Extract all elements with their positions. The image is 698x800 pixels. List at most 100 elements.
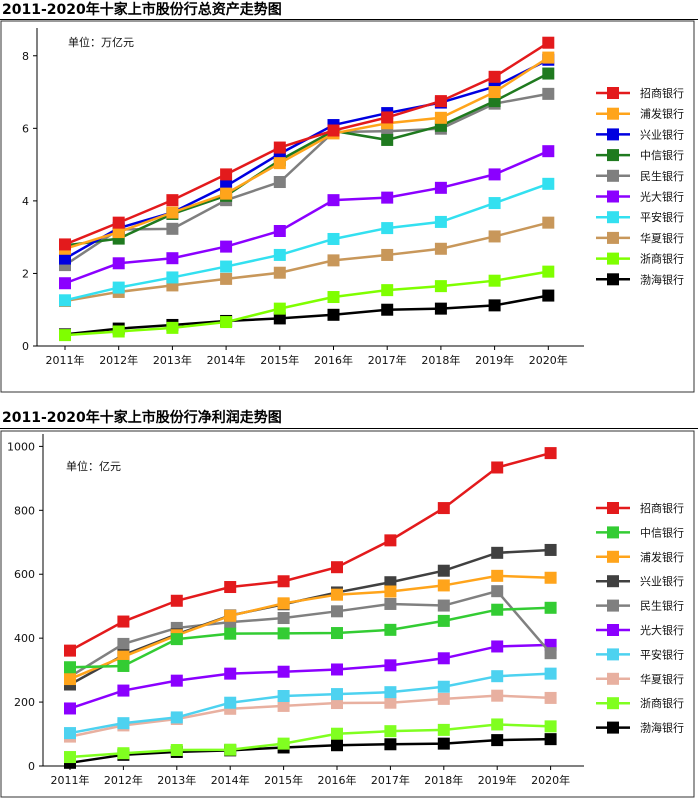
data-point: [170, 674, 183, 687]
x-tick-label: 2016年: [314, 353, 353, 367]
y-tick-label: 4: [22, 195, 29, 208]
legend-label: 光大银行: [640, 190, 684, 204]
data-point: [491, 734, 504, 747]
data-point: [381, 111, 394, 124]
legend-label: 兴业银行: [640, 127, 684, 141]
data-point: [542, 36, 555, 49]
legend-marker: [607, 624, 619, 636]
data-point: [273, 141, 286, 154]
data-point: [277, 575, 290, 588]
data-point: [488, 274, 501, 287]
legend-marker: [607, 672, 619, 685]
chart-title-net-profit: 2011-2020年十家上市股份行净利润走势图: [2, 410, 282, 426]
data-point: [434, 181, 447, 194]
data-point: [112, 325, 125, 338]
data-point: [331, 588, 343, 601]
chart-frame: [0, 20, 695, 393]
data-point: [166, 222, 179, 235]
legend-label: 浙商银行: [640, 252, 684, 266]
data-point: [224, 609, 237, 622]
x-tick-label: 2011年: [51, 773, 90, 787]
data-point: [220, 240, 233, 253]
data-point: [117, 659, 130, 672]
x-tick-label: 2014年: [207, 353, 246, 367]
legend-label: 渤海银行: [640, 721, 684, 735]
data-point: [220, 260, 233, 273]
data-point: [331, 605, 343, 618]
data-point: [544, 733, 557, 746]
x-tick-label: 2018年: [424, 773, 463, 787]
x-tick-label: 2012年: [104, 773, 143, 787]
data-point: [166, 271, 179, 284]
data-point: [384, 659, 397, 672]
data-point: [544, 691, 557, 704]
legend-marker: [607, 575, 619, 588]
data-point: [542, 51, 555, 64]
series-line: [64, 41, 549, 246]
data-point: [434, 95, 447, 108]
legend-marker: [607, 721, 619, 734]
data-point: [434, 242, 447, 255]
data-point: [224, 743, 237, 756]
data-point: [488, 95, 501, 108]
series-line: [64, 150, 549, 285]
data-point: [544, 447, 557, 460]
series-line: [64, 72, 549, 247]
data-point: [437, 723, 450, 736]
data-point: [434, 280, 447, 293]
title-divider: [0, 428, 698, 429]
legend-marker: [607, 211, 619, 224]
data-point: [491, 546, 504, 559]
series-line: [64, 56, 549, 250]
data-point: [437, 614, 450, 627]
legend-label: 招商银行: [640, 501, 684, 515]
data-point: [437, 737, 450, 750]
data-point: [331, 663, 343, 676]
data-point: [273, 157, 286, 170]
total-assets-line-chart: 0 2 4 6 8 2011年 2012年 2013年 2014年 2015年 2016年 2017年…: [0, 20, 695, 393]
data-point: [384, 725, 397, 738]
data-point: [381, 222, 394, 235]
data-point: [434, 302, 447, 315]
data-point: [59, 329, 71, 342]
data-point: [488, 168, 501, 181]
series-line: [69, 694, 551, 738]
data-point: [488, 70, 501, 83]
data-point: [491, 640, 504, 653]
legend-marker: [607, 252, 619, 265]
data-point: [277, 699, 290, 712]
legend-marker: [607, 502, 619, 514]
x-tick-label: 2020年: [529, 353, 568, 367]
data-point: [273, 176, 286, 189]
data-point: [166, 252, 179, 265]
legend-marker: [607, 526, 619, 539]
data-point: [381, 133, 394, 146]
legend-marker: [607, 273, 619, 286]
data-point: [64, 661, 76, 674]
data-point: [491, 461, 504, 474]
data-point: [491, 689, 504, 702]
data-point: [166, 206, 179, 219]
data-point: [117, 615, 130, 628]
legend-label: 民生银行: [640, 599, 684, 613]
data-point: [166, 321, 179, 334]
data-point: [327, 124, 340, 137]
legend-label: 平安银行: [640, 210, 684, 224]
legend-label: 平安银行: [640, 647, 684, 661]
data-point: [544, 601, 557, 614]
data-point: [112, 257, 125, 270]
data-point: [327, 194, 340, 207]
chart-frame: [0, 430, 695, 798]
data-point: [112, 226, 125, 239]
data-point: [59, 238, 71, 251]
series-line: [69, 723, 551, 759]
x-tick-label: 2013年: [153, 353, 192, 367]
data-point: [273, 302, 286, 315]
x-tick-label: 2020年: [531, 773, 570, 787]
data-point: [117, 650, 130, 663]
series-line: [69, 548, 551, 686]
y-tick-label: 1000: [7, 440, 35, 453]
data-point: [224, 627, 237, 640]
data-point: [542, 216, 555, 229]
legend-label: 华夏银行: [640, 672, 684, 686]
